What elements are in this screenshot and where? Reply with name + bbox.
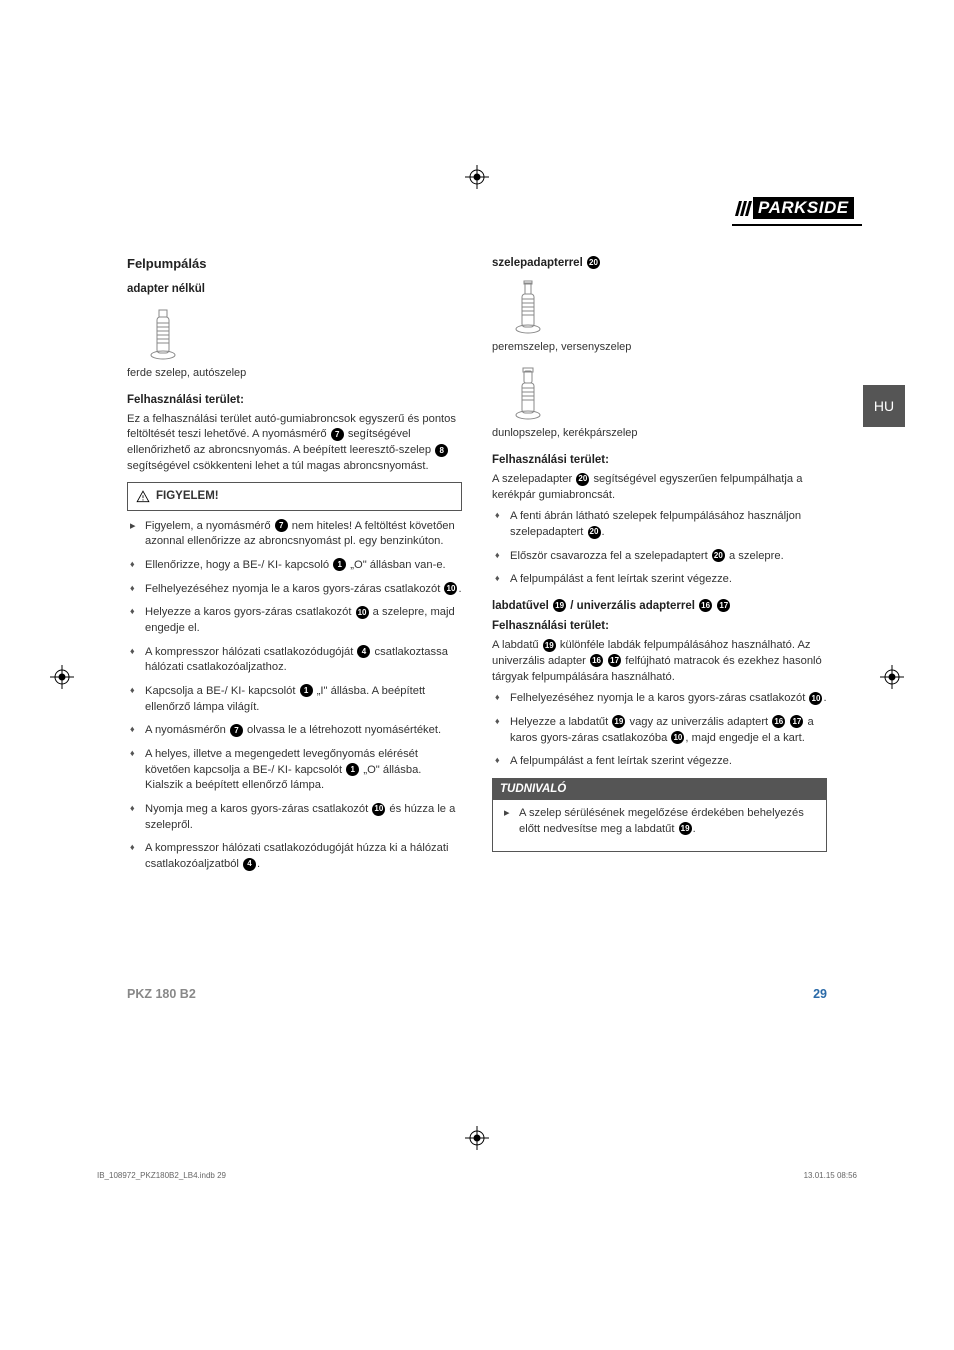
list-item: Kapcsolja a BE-/ KI- kapcsolót 1 „I" áll… [127, 684, 462, 715]
diamond-list-left: Ellenőrizze, hogy a BE-/ KI- kapcsoló 1 … [127, 558, 462, 873]
list-item: A helyes, illetve a megengedett levegőny… [127, 747, 462, 794]
heading-labdatuvel: labdatűvel 19 / univerzális adapterrel 1… [492, 598, 827, 614]
reg-mark-left [50, 665, 74, 694]
heading-felpumpalas: Felpumpálás [127, 255, 462, 273]
caption-ferde-szelep: ferde szelep, autószelep [127, 366, 462, 381]
arrow-list-left: Figyelem, a nyomásmérő 7 nem hiteles! A … [127, 519, 462, 550]
heading-felhasznalasi-right-1: Felhasználási terület: [492, 452, 827, 468]
list-item: Felhelyezéséhez nyomja le a karos gyors-… [492, 691, 827, 707]
meta-timestamp: 13.01.15 08:56 [804, 1171, 857, 1180]
list-item: Helyezze a labdatűt 19 vagy az univerzál… [492, 715, 827, 746]
ref-7-icon: 7 [331, 428, 344, 441]
list-item: Helyezze a karos gyors-záras csatlakozót… [127, 605, 462, 636]
footer-model: PKZ 180 B2 [127, 987, 196, 1001]
left-column: Felpumpálás adapter nélkül ferde szelep,… [127, 255, 462, 881]
text-felhasznalasi-left: Ez a felhasználási terület autó-gumiabro… [127, 412, 462, 475]
heading-felhasznalasi-left: Felhasználási terület: [127, 392, 462, 408]
page-footer: PKZ 180 B2 29 [127, 987, 827, 1001]
list-item: Nyomja meg a karos gyors-záras csatlakoz… [127, 802, 462, 833]
note-body: A szelep sérülésének megelőzése érdekébe… [492, 800, 827, 852]
right-column: szelepadapterrel 20 peremszelep, verseny… [492, 255, 827, 881]
ref-20-icon: 20 [587, 256, 600, 269]
ref-10-icon: 10 [444, 582, 457, 595]
ref-16-icon: 16 [699, 599, 712, 612]
ref-16-icon: 16 [590, 654, 603, 667]
list-item: Ellenőrizze, hogy a BE-/ KI- kapcsoló 1 … [127, 558, 462, 574]
ref-20-icon: 20 [588, 526, 601, 539]
text-felhasznalasi-right-1: A szelepadapter 20 segítségével egyszerű… [492, 472, 827, 503]
ref-17-icon: 17 [717, 599, 730, 612]
list-item: A kompresszor hálózati csatlakozódugóját… [127, 645, 462, 676]
ref-4-icon: 4 [243, 858, 256, 871]
list-item: Először csavarozza fel a szelepadaptert … [492, 549, 827, 565]
ref-19-icon: 19 [679, 822, 692, 835]
ref-19-icon: 19 [553, 599, 566, 612]
subheading-szelepadapterrel: szelepadapterrel 20 [492, 255, 827, 271]
ref-8-icon: 8 [435, 444, 448, 457]
caption-dunlopszelep: dunlopszelep, kerékpárszelep [492, 426, 827, 441]
ref-7-icon: 7 [275, 519, 288, 532]
list-item: A szelep sérülésének megelőzése érdekébe… [501, 806, 818, 837]
valve-illustration-3 [510, 365, 546, 420]
list-item: Figyelem, a nyomásmérő 7 nem hiteles! A … [127, 519, 462, 550]
subheading-adapter-nelkul: adapter nélkül [127, 281, 462, 297]
caption-peremszelep: peremszelep, versenyszelep [492, 340, 827, 355]
ref-1-icon: 1 [300, 684, 313, 697]
brand-text: PARKSIDE [753, 197, 854, 219]
warning-icon [136, 490, 150, 504]
text-labdatu: A labdatű 19 különféle labdák felpumpálá… [492, 638, 827, 685]
reg-mark-top [465, 165, 489, 194]
diamond-list-right-1: A fenti ábrán látható szelepek felpumpál… [492, 509, 827, 588]
list-item: A nyomásmérőn 7 olvassa le a létrehozott… [127, 723, 462, 739]
heading-felhasznalasi-right-2: Felhasználási terület: [492, 618, 827, 634]
ref-4-icon: 4 [357, 645, 370, 658]
ref-20-icon: 20 [712, 549, 725, 562]
list-item: A felpumpálást a fent leírtak szerint vé… [492, 572, 827, 588]
ref-20-icon: 20 [576, 473, 589, 486]
print-meta: IB_108972_PKZ180B2_LB4.indb 29 13.01.15 … [97, 1171, 857, 1180]
warning-label: FIGYELEM! [156, 488, 219, 504]
ref-10-icon: 10 [372, 803, 385, 816]
warning-box: FIGYELEM! [127, 482, 462, 510]
ref-10-icon: 10 [356, 606, 369, 619]
ref-19-icon: 19 [543, 639, 556, 652]
ref-10-icon: 10 [671, 731, 684, 744]
note-header: TUDNIVALÓ [492, 778, 827, 800]
list-item: A fenti ábrán látható szelepek felpumpál… [492, 509, 827, 540]
ref-10-icon: 10 [809, 692, 822, 705]
ref-1-icon: 1 [333, 558, 346, 571]
page-content: PARKSIDE HU Felpumpálás adapter nélkül f… [127, 200, 827, 881]
ref-16-icon: 16 [772, 715, 785, 728]
ref-17-icon: 17 [608, 654, 621, 667]
language-tab: HU [863, 385, 905, 427]
reg-mark-bottom [465, 1126, 489, 1155]
ref-7-icon: 7 [230, 724, 243, 737]
list-item: A felpumpálást a fent leírtak szerint vé… [492, 754, 827, 770]
valve-illustration-2 [510, 279, 546, 334]
diamond-list-right-2: Felhelyezéséhez nyomja le a karos gyors-… [492, 691, 827, 770]
ref-19-icon: 19 [612, 715, 625, 728]
footer-page-number: 29 [813, 987, 827, 1001]
ref-17-icon: 17 [790, 715, 803, 728]
reg-mark-right [880, 665, 904, 694]
ref-1-icon: 1 [346, 763, 359, 776]
brand-logo: PARKSIDE [732, 195, 862, 226]
list-item: A kompresszor hálózati csatlakozódugóját… [127, 841, 462, 872]
valve-illustration-1 [145, 305, 181, 360]
meta-filename: IB_108972_PKZ180B2_LB4.indb 29 [97, 1171, 226, 1180]
list-item: Felhelyezéséhez nyomja le a karos gyors-… [127, 582, 462, 598]
